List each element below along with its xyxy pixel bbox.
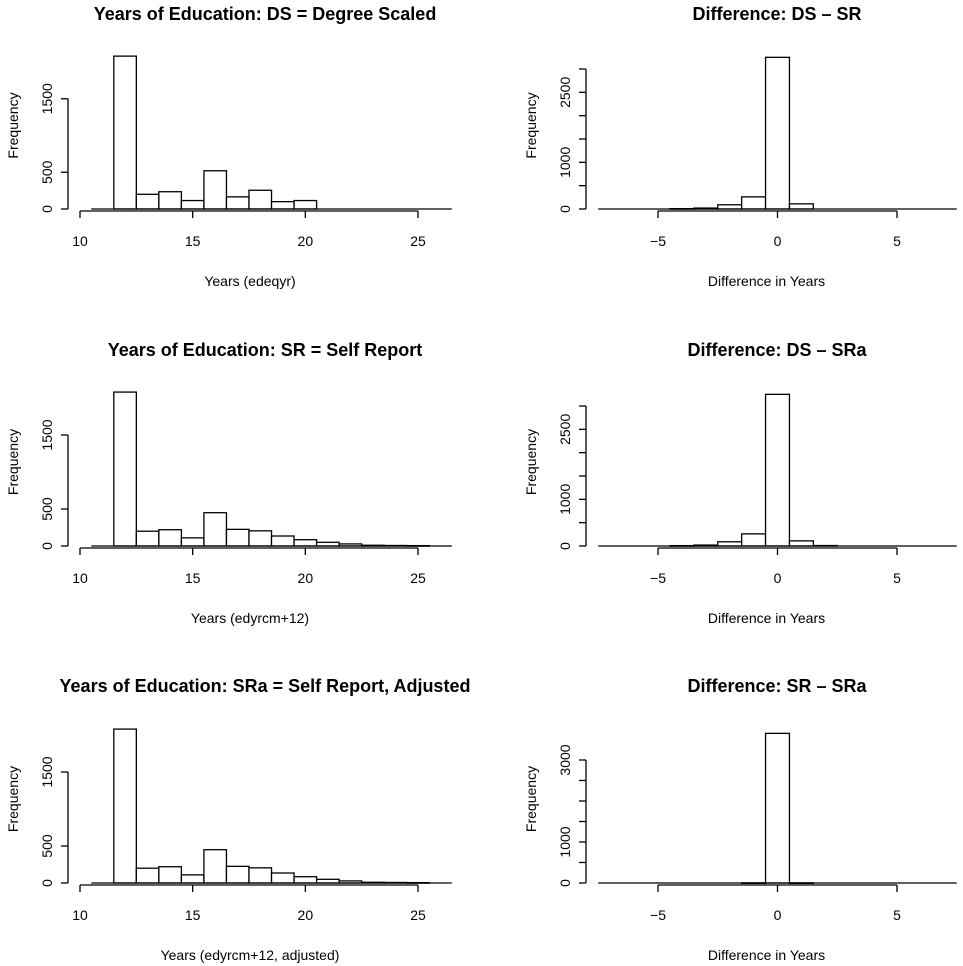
histogram-bar [158,191,183,210]
chart-title: Years of Education: SR = Self Report [108,340,423,360]
histogram-bar [203,512,228,547]
histogram-bar [293,199,318,210]
y-tick-label: 3000 [557,744,573,775]
y-axis-label: Frequency [523,429,539,495]
y-tick-label: 1000 [557,147,573,178]
histogram-panel-4: Difference: DS – SRa −5 0 5 0 1000 2500 Differe… [523,340,957,626]
x-tick-label: 5 [893,907,901,923]
histogram-bar [225,865,250,884]
x-tick-label: 25 [410,233,426,249]
histogram-bar [293,539,318,547]
histogram-bar [180,537,205,547]
y-tick-label: 1500 [39,83,55,114]
x-tick-label: 0 [774,907,782,923]
histogram-bar [764,732,791,884]
y-tick-label: 2500 [557,77,573,108]
histogram-bar [270,872,295,884]
histogram-panel-1: Years of Education: DS = Degree Scaled 10… [5,4,452,289]
y-tick-label: 0 [557,542,573,550]
histogram-bar [248,867,273,884]
histogram-bar [270,200,295,210]
x-tick-label: 15 [185,907,201,923]
x-tick-label: 10 [72,907,88,923]
x-tick-label: 20 [298,233,314,249]
histogram-bar [113,55,137,210]
x-tick-label: 0 [774,233,782,249]
y-axis-label: Frequency [5,429,21,495]
y-tick-label: 1500 [39,756,55,787]
histogram-bar [741,533,767,547]
histogram-bar [158,529,183,547]
chart-title: Years of Education: DS = Degree Scaled [94,4,437,24]
x-tick-label: 20 [298,907,314,923]
histogram-bar [180,874,205,884]
y-tick-label: 1500 [39,419,55,450]
histogram-bar [293,876,318,884]
chart-title: Difference: DS – SR [692,4,861,24]
x-axis-label: Difference in Years [708,947,825,963]
x-axis-label: Difference in Years [708,610,825,626]
y-axis-label: Frequency [523,766,539,832]
x-axis-label: Years (edyrcm+12) [191,610,309,626]
histogram-bar [180,199,205,210]
histogram-bar [764,56,791,210]
histogram-bar [225,528,250,547]
histogram-bar [764,393,791,547]
histogram-panel-3: Years of Education: SR = Self Report 10 15… [5,340,452,626]
x-tick-label: 5 [893,233,901,249]
histogram-panel-6: Difference: SR – SRa −5 0 5 0 1000 3000 Differe… [523,676,957,963]
histogram-panel-2: Difference: DS – SR −5 0 5 0 1000 2500 Differen… [523,4,957,289]
y-tick-label: 1000 [557,826,573,857]
chart-title: Years of Education: SRa = Self Report, A… [60,676,471,696]
x-tick-label: 15 [185,570,201,586]
x-tick-label: 5 [893,570,901,586]
histogram-bar [113,391,137,547]
histogram-bar [270,535,295,547]
x-tick-label: 20 [298,570,314,586]
histogram-bar [248,530,273,547]
y-tick-label: 0 [39,205,55,213]
histogram-bar [225,196,250,210]
y-axis-label: Frequency [523,92,539,158]
chart-title: Difference: SR – SRa [687,676,867,696]
histogram-bar [135,867,160,884]
histogram-bar [158,866,183,884]
y-tick-label: 500 [39,497,55,521]
histogram-bar [135,530,160,547]
y-tick-label: 500 [39,834,55,858]
histogram-bar [203,849,228,884]
x-axis-label: Difference in Years [708,273,825,289]
y-tick-label: 0 [557,879,573,887]
y-axis-label: Frequency [5,92,21,158]
x-tick-label: 0 [774,570,782,586]
histogram-bar [788,203,815,210]
histogram-panel-5: Years of Education: SRa = Self Report, A… [5,676,470,963]
x-tick-label: −5 [650,233,666,249]
x-tick-label: −5 [650,570,666,586]
y-tick-label: 0 [39,542,55,550]
y-tick-label: 500 [39,160,55,184]
chart-title: Difference: DS – SRa [687,340,867,360]
y-tick-label: 1000 [557,484,573,515]
x-tick-label: 10 [72,233,88,249]
y-tick-label: 0 [557,205,573,213]
y-tick-label: 0 [39,879,55,887]
x-axis-label: Years (edyrcm+12, adjusted) [161,947,340,963]
y-axis-label: Frequency [5,766,21,832]
histogram-bar [248,189,273,210]
histogram-bar [741,196,767,210]
x-tick-label: −5 [650,907,666,923]
x-tick-label: 25 [410,907,426,923]
histogram-bar [135,193,160,210]
x-axis-label: Years (edeqyr) [204,273,295,289]
y-tick-label: 2500 [557,414,573,445]
histogram-bar [203,170,228,210]
histogram-bar [113,728,137,884]
x-tick-label: 25 [410,570,426,586]
x-tick-label: 10 [72,570,88,586]
histogram-bar [788,540,815,547]
x-tick-label: 15 [185,233,201,249]
